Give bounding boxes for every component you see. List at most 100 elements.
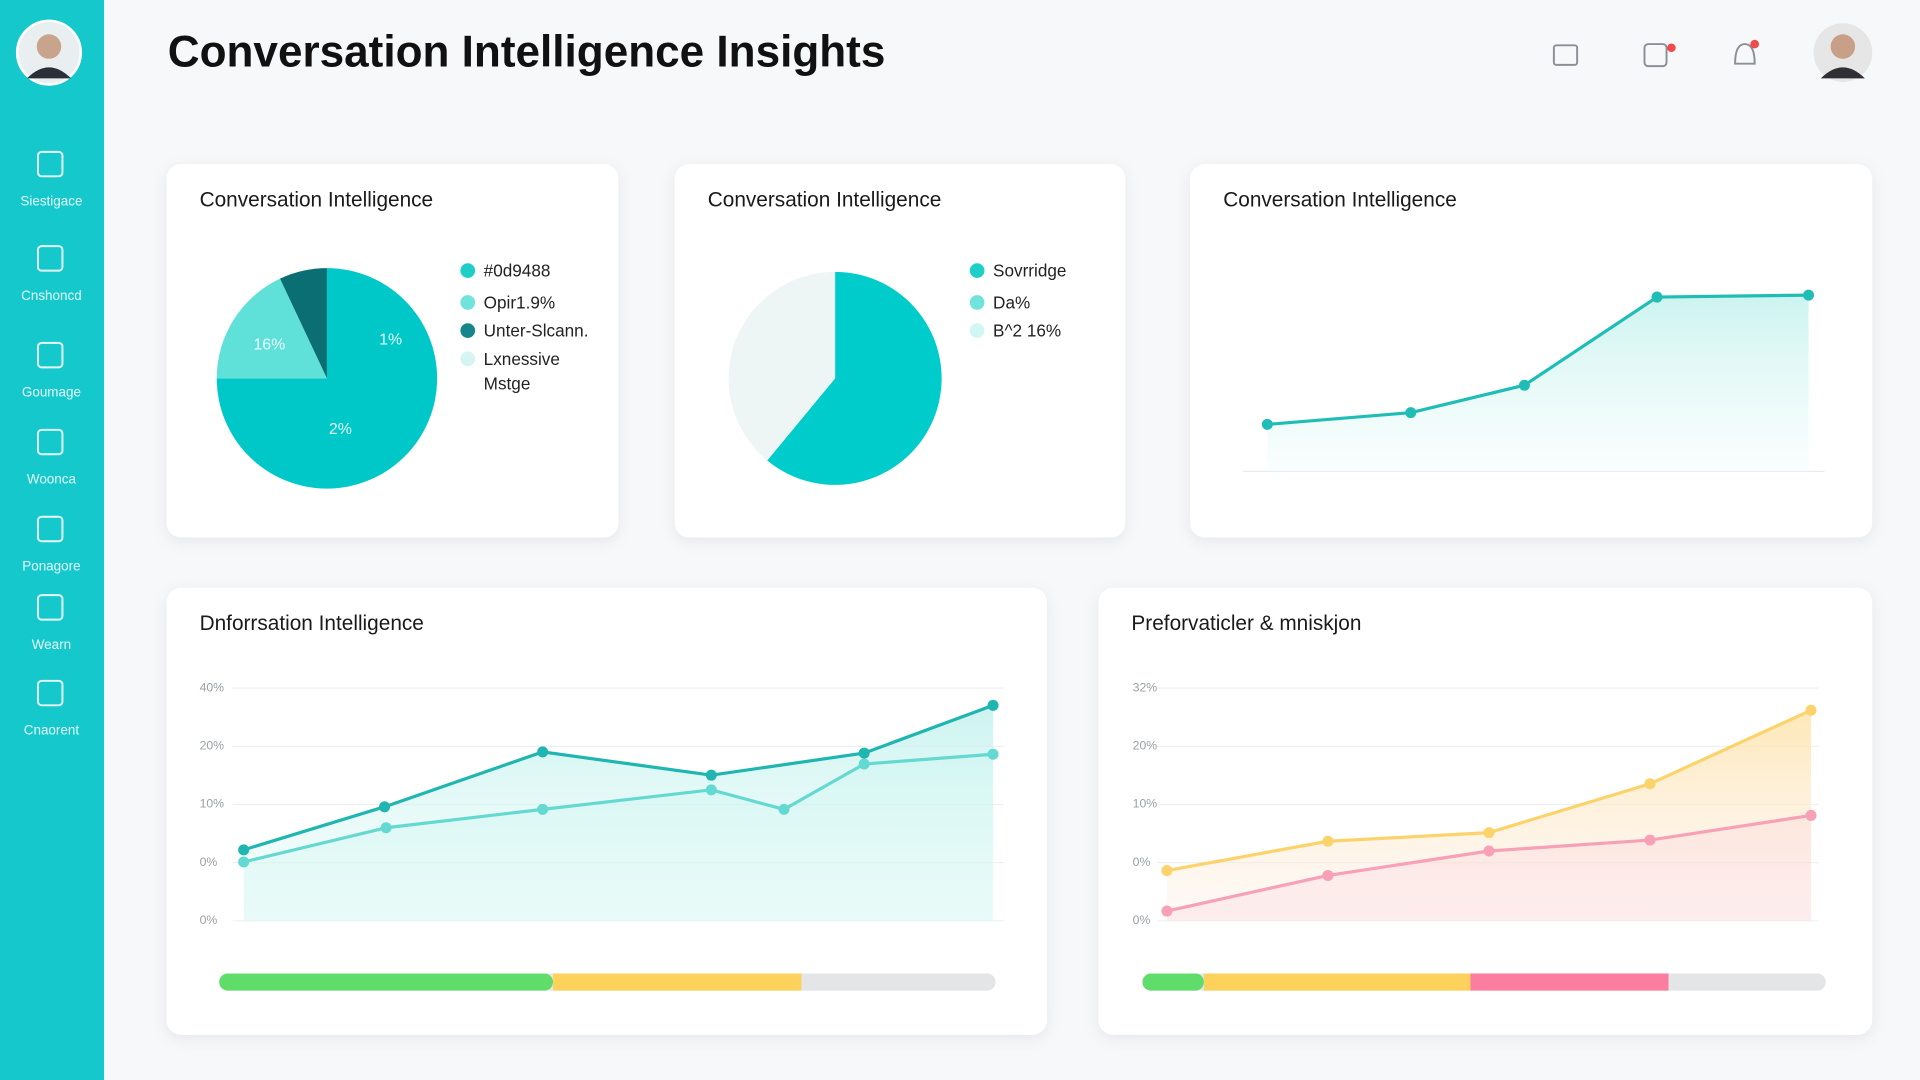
progress-segment: [1668, 973, 1826, 991]
y-axis-label: 10%: [1133, 797, 1158, 811]
legend-item: B^2 16%: [993, 320, 1062, 341]
nav-icon[interactable]: [36, 341, 64, 369]
pie-slice: [767, 271, 942, 485]
legend-dot: [969, 295, 985, 310]
share-icon[interactable]: [1643, 43, 1668, 68]
card-title: Dnforrsation Intelligence: [200, 612, 424, 635]
badge: [1750, 39, 1759, 49]
series-line: [243, 703, 994, 852]
card-title: Conversation Intelligence: [708, 188, 942, 211]
y-axis-label: 0%: [1133, 855, 1151, 869]
slice-label: 16%: [253, 337, 285, 354]
pie-slice: [216, 278, 327, 379]
data-point: [1651, 291, 1663, 303]
nav-label[interactable]: Ponagore: [22, 559, 80, 574]
nav-label[interactable]: Woonca: [27, 472, 77, 487]
y-axis-label: 10%: [200, 797, 225, 811]
nav-label[interactable]: Cnshoncd: [21, 288, 82, 303]
y-axis-label: 0%: [200, 913, 218, 927]
avatar-body: [1820, 67, 1865, 79]
legend-item: Opir1.9%: [483, 292, 556, 313]
y-axis-label: 32%: [1133, 680, 1158, 694]
data-point: [705, 769, 717, 781]
nav-icon[interactable]: [36, 245, 64, 272]
data-point: [987, 748, 999, 760]
legend-label: Lxnessive Mstge: [483, 348, 560, 394]
page-title: Conversation Intelligence Insights: [168, 28, 886, 77]
legend-item: Sovrridge: [993, 260, 1067, 281]
data-point: [1261, 418, 1273, 430]
series-area: [1267, 295, 1809, 472]
data-point: [1644, 834, 1656, 846]
pie-slice: [728, 271, 836, 461]
nav-label[interactable]: Cnaorent: [24, 723, 80, 738]
legend-dot: [460, 323, 476, 338]
y-axis-label: 20%: [1133, 739, 1158, 753]
slice-label: 1%: [379, 332, 402, 349]
nav-label[interactable]: Siestigace: [20, 194, 82, 209]
y-axis-label: 0%: [1133, 913, 1151, 927]
progress-segment: [1470, 973, 1669, 991]
data-point: [1803, 289, 1815, 301]
nav-icon[interactable]: [36, 594, 64, 621]
y-axis-label: 40%: [200, 680, 225, 694]
nav-icon[interactable]: [36, 150, 64, 178]
progress-segment: [801, 973, 996, 991]
legend-label: #0d9488: [483, 260, 551, 281]
nav-icon[interactable]: [36, 679, 64, 707]
legend-label: B^2 16%: [993, 320, 1062, 341]
data-point: [1322, 869, 1334, 881]
data-point: [1405, 407, 1417, 419]
data-point: [1518, 379, 1530, 391]
legend-label: Sovrridge: [993, 260, 1067, 281]
data-point: [1161, 905, 1173, 917]
messages-icon[interactable]: [1552, 44, 1579, 66]
sidebar: [0, 0, 105, 1080]
card-title: Conversation Intelligence: [200, 188, 434, 211]
data-point: [380, 822, 392, 834]
legend-label: Opir1.9%: [483, 292, 556, 313]
legend-item: Lxnessive Mstge: [483, 348, 560, 394]
avatar-body: [26, 67, 72, 79]
avatar-face: [1830, 34, 1856, 59]
card: Conversation Intelligence Sovrridge Da% B^2…: [674, 164, 1126, 538]
legend-dot: [460, 351, 476, 367]
data-point: [705, 784, 717, 796]
card: Conversation Intelligence: [1190, 164, 1873, 538]
card-bg: [1098, 587, 1873, 1035]
data-point: [1322, 835, 1334, 847]
legend-dot: [460, 263, 476, 278]
legend-item: Unter-Slcann.: [484, 321, 589, 341]
progress-segment: [1203, 973, 1471, 991]
pie-slice: [216, 268, 438, 489]
progress-segment: [553, 973, 802, 991]
legend-label: Da%: [993, 292, 1031, 313]
card-title: Conversation Intelligence: [1223, 188, 1457, 211]
nav-label[interactable]: Goumage: [22, 385, 81, 400]
legend-dot: [460, 295, 476, 310]
data-point: [1483, 827, 1495, 839]
data-point: [238, 856, 250, 868]
card: Dnforrsation Intelligence 40% 20% 10% 0% 0%: [166, 587, 1047, 1035]
data-point: [238, 844, 250, 856]
pie-slice: [280, 268, 327, 379]
nav-label[interactable]: Wearn: [32, 637, 71, 652]
data-point: [858, 758, 870, 770]
bell-icon[interactable]: [1734, 43, 1756, 65]
card-title: Preforvaticler & mniskjon: [1131, 612, 1361, 635]
card: Preforvaticler & mniskjon 32% 20% 10% 0% 0%: [1098, 587, 1873, 1035]
legend-item: #0d9488: [483, 260, 551, 281]
y-axis-label: 0%: [200, 855, 218, 869]
series-area: [243, 705, 994, 921]
data-point: [1805, 704, 1817, 716]
nav-icon[interactable]: [36, 428, 64, 456]
data-point: [987, 699, 999, 711]
data-point: [1161, 865, 1173, 877]
data-point: [379, 801, 391, 813]
legend-item: Da%: [993, 292, 1031, 313]
legend-dot: [969, 263, 985, 278]
nav-icon[interactable]: [36, 515, 64, 543]
y-axis-label: 20%: [200, 739, 225, 753]
legend-dot: [969, 323, 985, 338]
